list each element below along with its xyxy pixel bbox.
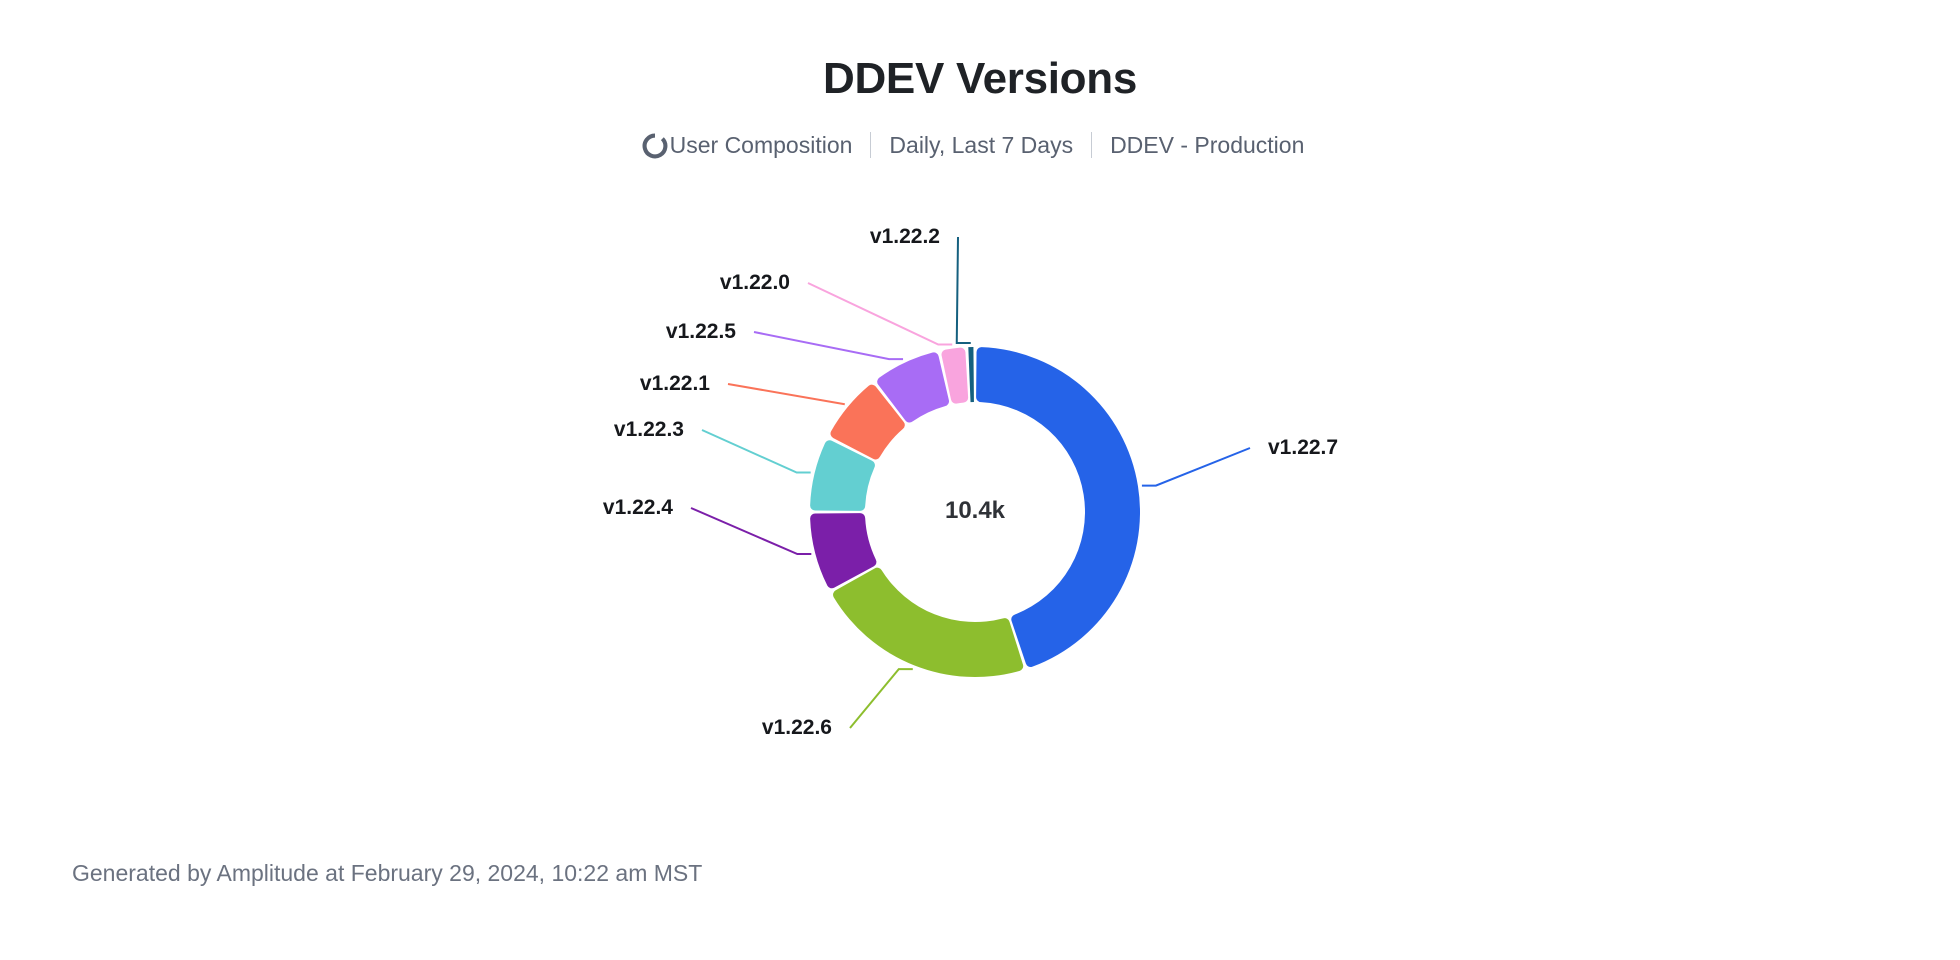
subtitle-segment-interval: Daily, Last 7 Days — [889, 132, 1074, 158]
donut-slice-v1-22-1[interactable] — [830, 384, 905, 460]
leader-line-v1-22-3 — [701, 429, 811, 474]
donut-slice-v1-22-6[interactable] — [833, 567, 1024, 678]
donut-slice-v1-22-5[interactable] — [877, 352, 949, 423]
subtitle-divider-2 — [1091, 132, 1093, 158]
slice-label-v1-22-1[interactable]: v1.22.1 — [639, 372, 710, 395]
donut-slice-v1-22-0[interactable] — [941, 347, 969, 404]
leader-line-v1-22-6 — [849, 668, 913, 729]
slice-label-v1-22-6[interactable]: v1.22.6 — [761, 716, 832, 739]
slice-label-v1-22-0[interactable]: v1.22.0 — [719, 271, 790, 294]
slice-label-v1-22-5[interactable]: v1.22.5 — [665, 320, 736, 343]
slice-label-v1-22-7[interactable]: v1.22.7 — [1268, 436, 1339, 459]
page-title: DDEV Versions — [822, 54, 1137, 103]
slice-label-v1-22-3[interactable]: v1.22.3 — [613, 418, 684, 441]
subtitle-segment-metric: User Composition — [638, 130, 871, 160]
chart-subtitle: User Composition Daily, Last 7 Days DDEV… — [0, 130, 1960, 160]
leader-line-v1-22-1 — [727, 383, 845, 406]
subtitle-divider-1 — [870, 132, 872, 158]
leader-line-v1-22-2 — [955, 236, 971, 345]
donut-slice-v1-22-2[interactable] — [968, 347, 974, 403]
slice-label-v1-22-4[interactable]: v1.22.4 — [602, 496, 673, 519]
subtitle-metric-label: User Composition — [669, 132, 853, 158]
slice-label-v1-22-2[interactable]: v1.22.2 — [869, 225, 940, 248]
leader-line-v1-22-7 — [1141, 447, 1251, 487]
leader-line-v1-22-0 — [807, 282, 953, 346]
donut-center-total: 10.4k — [944, 497, 1006, 524]
footer-attribution: Generated by Amplitude at February 29, 2… — [72, 860, 703, 886]
subtitle-segment-project: DDEV - Production — [1110, 132, 1305, 158]
donut-chart-icon — [642, 133, 668, 159]
leader-line-v1-22-5 — [753, 331, 904, 361]
